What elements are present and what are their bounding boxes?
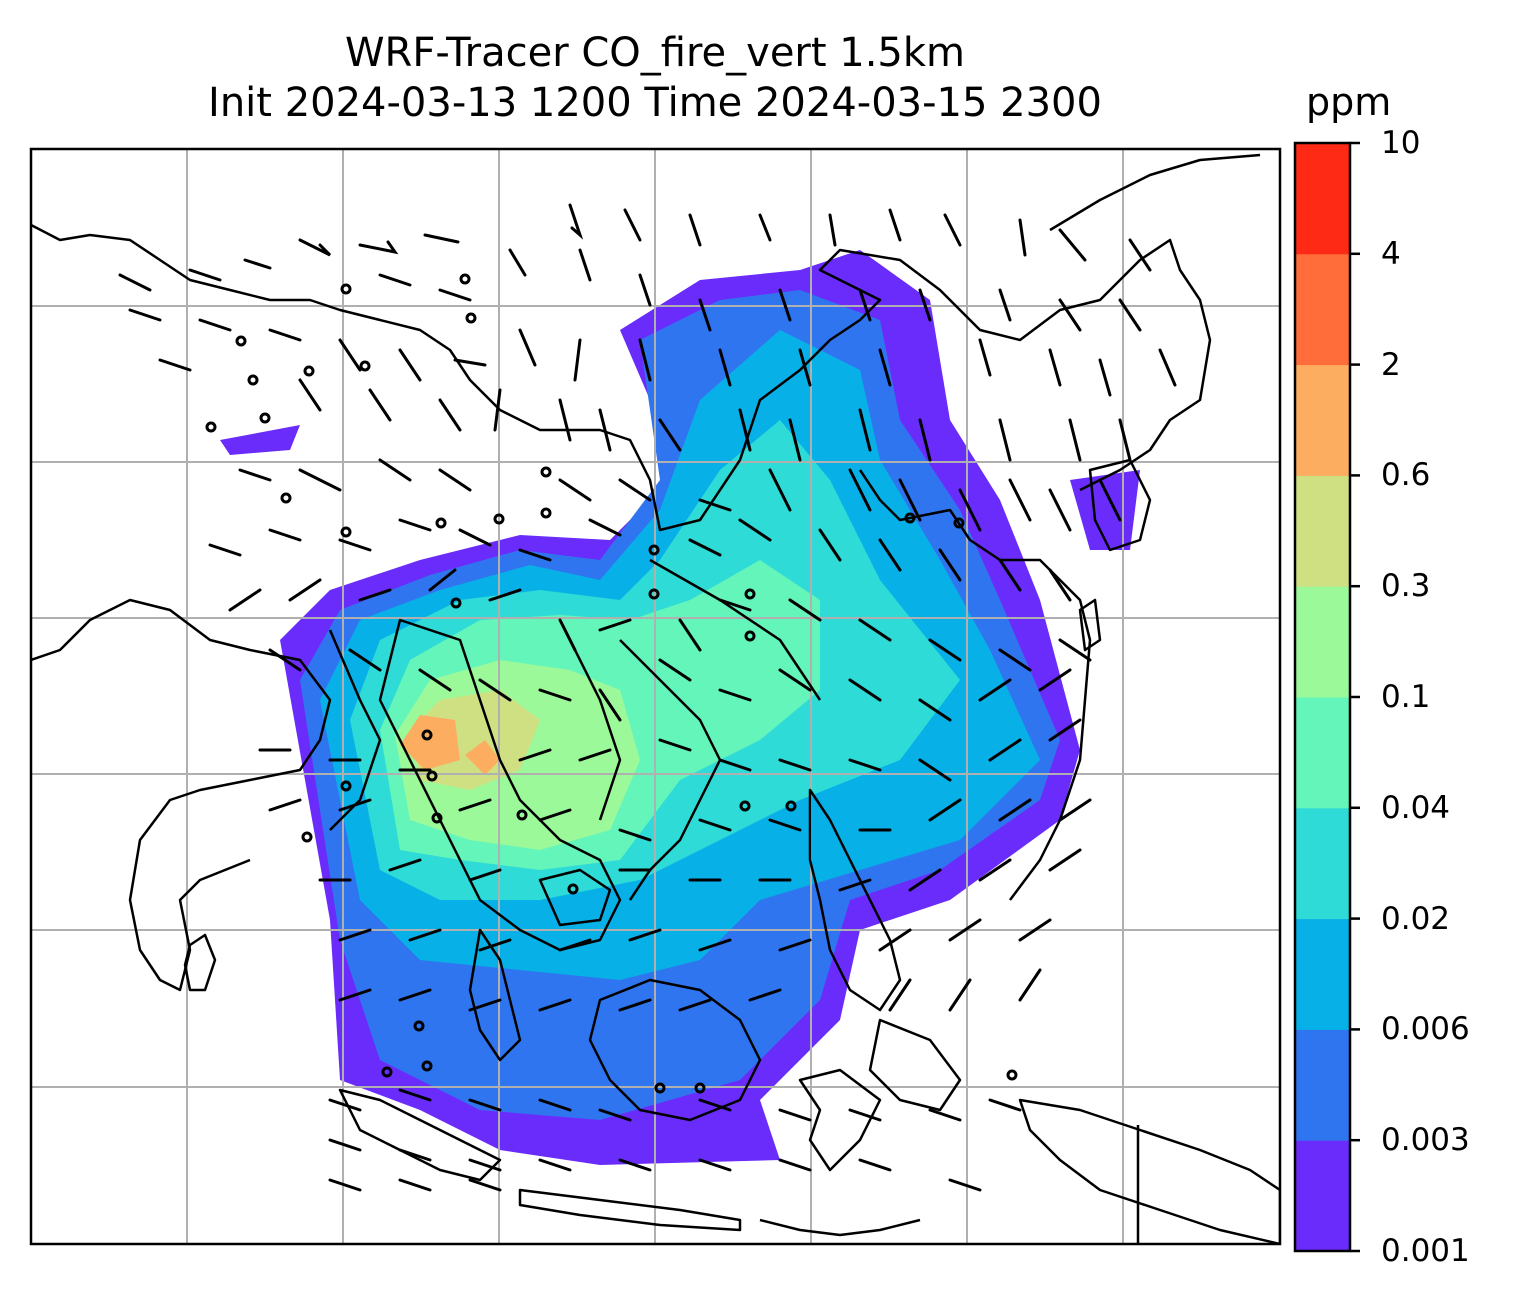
sri-lanka (183, 933, 217, 992)
north-border (31, 223, 1212, 532)
wind-barb-row-15 (328, 1138, 982, 1192)
title-line-1: WRF-Tracer CO_fire_vert 1.5km (344, 30, 966, 76)
colorbar-tick-label: 10 (1381, 125, 1421, 161)
gridlines (31, 149, 1280, 1244)
field-band-7b (465, 740, 500, 775)
wind-barb-row-2 (118, 248, 1142, 332)
colorbar-tick-label: 0.3 (1381, 568, 1431, 605)
philippines-south (868, 1018, 962, 1112)
colorbar-tick-label: 0.001 (1381, 1233, 1470, 1269)
wind-barb-row-16 (328, 1178, 502, 1192)
colorbar-swatch (1295, 586, 1350, 698)
interior-border-3 (649, 558, 822, 701)
title-line-2: Init 2024-03-13 1200 Time 2024-03-15 230… (208, 80, 1102, 126)
wind-barb-row-10 (268, 798, 1092, 842)
colorbar-tick-label: 2 (1381, 346, 1401, 383)
wind-barb-row-11 (318, 848, 1082, 892)
mekong-delta (538, 868, 612, 927)
sumatra (338, 1088, 502, 1182)
new-guinea (1018, 1098, 1280, 1244)
colorbar-swatch (1295, 807, 1350, 920)
wind-barb-row-13 (338, 968, 1042, 1012)
colorbar-tick-label: 0.1 (1381, 679, 1431, 715)
wind-barb-row-4 (158, 358, 1132, 462)
philippines (808, 788, 902, 1012)
lesser-sunda (759, 1218, 921, 1237)
india-coast (31, 598, 332, 992)
map-title: WRF-Tracer CO_fire_vert 1.5km Init 2024-… (30, 28, 1280, 128)
colorbar-unit: ppm (1306, 80, 1392, 124)
colorbar-swatch (1295, 1029, 1350, 1141)
java (518, 1188, 742, 1232)
wind-barb-row-12 (338, 918, 1052, 952)
malay-peninsula (468, 928, 522, 1062)
field-band-0c (220, 425, 300, 455)
wind-barb-row-5 (238, 458, 1122, 532)
colorbar-tick-label: 0.003 (1381, 1122, 1470, 1159)
wind-barb-row-7 (228, 568, 1092, 672)
wind-barb-row-9 (258, 718, 1082, 782)
wind-barb-row-6 (208, 518, 1072, 602)
borneo (588, 978, 762, 1122)
colorbar-swatch (1295, 697, 1350, 809)
wind-barbs (118, 203, 1177, 1192)
colorbar-tick-label: 0.02 (1381, 900, 1451, 937)
interior-border-1 (328, 629, 382, 831)
colorbar-swatch (1295, 143, 1350, 255)
field-band-7 (400, 715, 460, 770)
colorbar (1293, 141, 1360, 1253)
colorbar-tick-label: 0.6 (1381, 457, 1431, 494)
interior-border-2 (558, 619, 622, 821)
coastlines (31, 153, 1280, 1244)
wind-barb-row-14 (328, 1088, 1022, 1122)
wind-barb-row-3 (128, 308, 1177, 397)
wind-barb-row-1 (298, 203, 1152, 277)
colorbar-swatch (1295, 1140, 1350, 1252)
taiwan (1078, 598, 1102, 652)
wind-barb-row-8 (268, 648, 1072, 722)
colorbar-swatch (1295, 918, 1350, 1030)
vietnam-coast (619, 639, 722, 901)
colorbar-swatch (1295, 364, 1350, 476)
map-frame (29, 147, 1282, 1246)
colorbar-tick-label: 0.006 (1381, 1011, 1470, 1048)
colorbar-swatch (1295, 475, 1350, 587)
colorbar-swatch (1295, 253, 1350, 366)
calm-wind-circles (205, 273, 1018, 1094)
sulawesi (798, 1068, 882, 1172)
colorbar-tick-label: 4 (1381, 235, 1401, 272)
colorbar-tick-label: 0.04 (1381, 789, 1451, 826)
indochina (378, 618, 622, 952)
northeast-coast (1049, 153, 1261, 232)
